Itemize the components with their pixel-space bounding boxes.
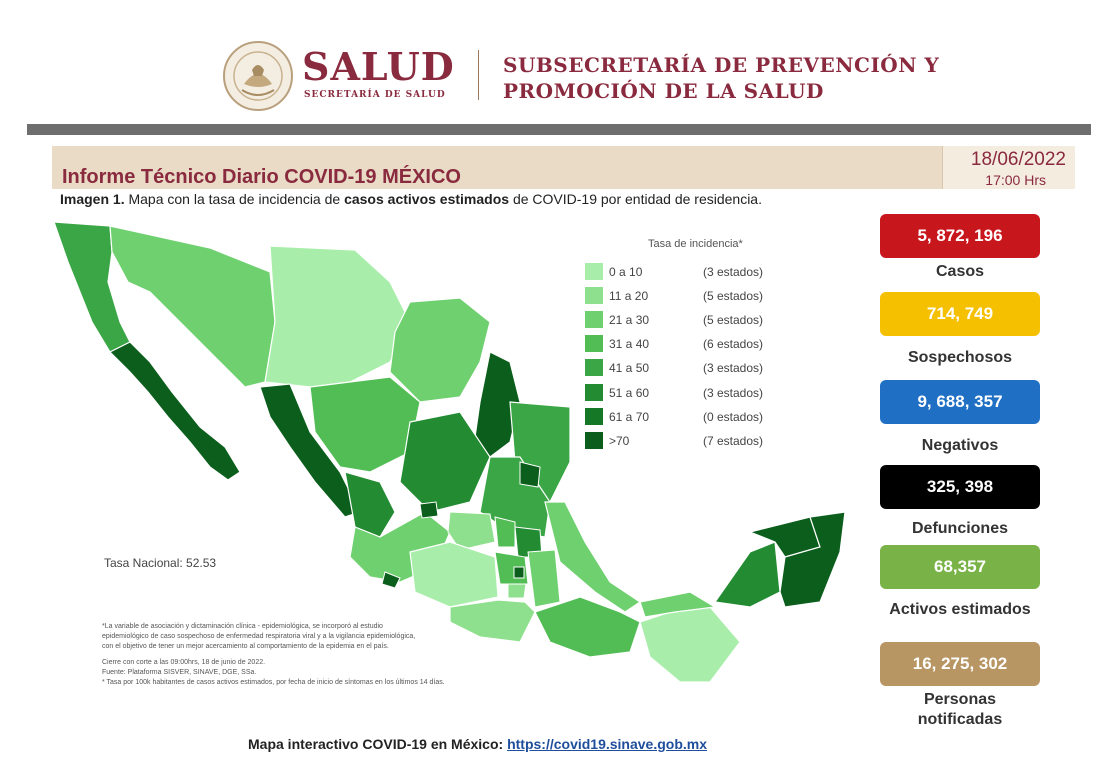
stat-negativos-label: Negativos [921, 437, 999, 454]
legend-count: (3 estados) [703, 265, 764, 279]
footnote-line: epidemiológico de caso sospechoso de enf… [102, 633, 416, 640]
legend-range: >70 [609, 434, 630, 448]
legend-title: Tasa de incidencia* [648, 238, 743, 250]
image-caption: Imagen 1. Mapa con la tasa de incidencia… [60, 191, 762, 207]
legend-count: (3 estados) [703, 361, 764, 375]
legend-range: 0 a 10 [609, 265, 643, 279]
stat-negativos-value: 9, 688, 357 [880, 380, 1040, 424]
footer-link-label: Mapa interactivo COVID-19 en México: [248, 736, 504, 752]
stat-sospechosos-value: 714, 749 [880, 292, 1040, 336]
covid-sinave-link[interactable]: https://covid19.sinave.gob.mx [507, 736, 708, 752]
state-morelos [507, 583, 527, 599]
legend-item: 31 a 40 (6 estados) [585, 334, 835, 354]
legend-range: 61 a 70 [609, 410, 650, 424]
legend-count: (7 estados) [703, 434, 764, 448]
stat-personas-value: 16, 275, 302 [880, 642, 1040, 686]
state-sonora [109, 225, 276, 388]
legend-swatch [585, 408, 603, 425]
national-rate: Tasa Nacional: 52.53 [104, 556, 217, 570]
legend-swatch [585, 384, 603, 401]
legend-count: (5 estados) [703, 313, 764, 327]
caption-bold: casos activos estimados [344, 191, 510, 207]
stat-casos-label: Casos [935, 263, 985, 280]
legend-range: 41 a 50 [609, 361, 650, 375]
state-chihuahua [264, 245, 411, 388]
stat-activos-label: Activos estimados [889, 601, 1031, 618]
state-campeche [713, 541, 781, 608]
report-title: Informe Técnico Diario COVID-19 MÉXICO [62, 166, 461, 188]
legend-swatch [585, 359, 603, 376]
legend-count: (5 estados) [703, 289, 764, 303]
stat-activos-value: 68,357 [880, 545, 1040, 589]
footnote-line: Fuente: Plataforma SISVER, SINAVE, DGE, … [102, 669, 257, 676]
state-oaxaca [534, 596, 641, 658]
legend-item: 0 a 10 (3 estados) [585, 262, 835, 282]
brand-title: SALUD [302, 44, 455, 89]
report-date: 18/06/2022 [970, 149, 1066, 170]
caption-prefix: Imagen 1. [60, 191, 125, 207]
state-coahuila [389, 297, 491, 403]
legend-item: 11 a 20 (5 estados) [585, 286, 835, 306]
state-tabasco [639, 591, 717, 618]
legend-count: (6 estados) [703, 337, 764, 351]
mexico-seal-logo [223, 41, 293, 111]
brand-subtitle: SECRETARÍA DE SALUD [304, 90, 446, 100]
legend-range: 51 a 60 [609, 386, 650, 400]
header-divider [478, 50, 479, 100]
state-guerrero [449, 599, 536, 643]
state-puebla [527, 549, 561, 608]
legend-swatch [585, 311, 603, 328]
legend-item: 41 a 50 (3 estados) [585, 358, 835, 378]
state-aguascalientes [419, 501, 439, 519]
state-aguascalientes-shadow [519, 461, 541, 488]
stat-defunciones-label: Defunciones [911, 520, 1008, 537]
legend-count: (0 estados) [703, 410, 764, 424]
legend-range: 21 a 30 [609, 313, 650, 327]
legend-swatch [585, 263, 603, 280]
footnote-line: * Tasa por 100k habitantes de casos acti… [102, 679, 445, 686]
stat-casos-value: 5, 872, 196 [880, 214, 1040, 258]
stat-defunciones-value: 325, 398 [880, 465, 1040, 509]
footnote-line: con el objetivo de tener un mejor acerca… [102, 643, 389, 650]
subsecretaria-title: SUBSECRETARÍA DE PREVENCIÓN Y PROMOCIÓN … [503, 52, 939, 104]
state-nayarit [344, 471, 396, 538]
subsecretaria-line-2: PROMOCIÓN DE LA SALUD [503, 79, 824, 103]
stat-personas-label: Personas notificadas [917, 691, 1003, 728]
header-separator-bar [27, 124, 1091, 135]
state-nuevo-leon [474, 351, 521, 458]
legend-range: 11 a 20 [609, 289, 649, 303]
interactive-map-footer: Mapa interactivo COVID-19 en México: htt… [248, 736, 707, 752]
state-michoacan [409, 541, 499, 608]
report-title-band [52, 146, 1074, 189]
legend-item: >70 (7 estados) [585, 431, 835, 451]
state-cdmx [513, 566, 525, 579]
state-zacatecas [399, 411, 491, 513]
legend-swatch [585, 287, 603, 304]
state-queretaro [494, 516, 516, 548]
legend-range: 31 a 40 [609, 337, 650, 351]
report-date-panel [942, 146, 1075, 189]
legend-swatch [585, 432, 603, 449]
legend-count: (3 estados) [703, 386, 764, 400]
legend-item: 61 a 70 (0 estados) [585, 407, 835, 427]
legend-item: 51 a 60 (3 estados) [585, 383, 835, 403]
subsecretaria-line-1: SUBSECRETARÍA DE PREVENCIÓN Y [503, 53, 940, 77]
caption-text-1: Mapa con la tasa de incidencia de [124, 191, 345, 207]
stat-sospechosos-label: Sospechosos [907, 349, 1013, 366]
state-durango [309, 376, 421, 473]
footnote-line: Cierre con corte a las 09:00hrs, 18 de j… [102, 659, 266, 666]
state-chiapas [639, 606, 741, 683]
state-quintana-roo [779, 511, 846, 608]
report-time: 17:00 Hrs [985, 172, 1046, 188]
mexico-incidence-map [53, 221, 846, 683]
state-guanajuato [447, 511, 496, 551]
caption-text-2: de COVID-19 por entidad de residencia. [509, 191, 762, 207]
footnote-line: *La variable de asociación y dictaminaci… [102, 623, 383, 630]
legend-swatch [585, 335, 603, 352]
legend-item: 21 a 30 (5 estados) [585, 310, 835, 330]
state-baja-california-sur [108, 341, 241, 481]
state-colima [381, 571, 401, 589]
